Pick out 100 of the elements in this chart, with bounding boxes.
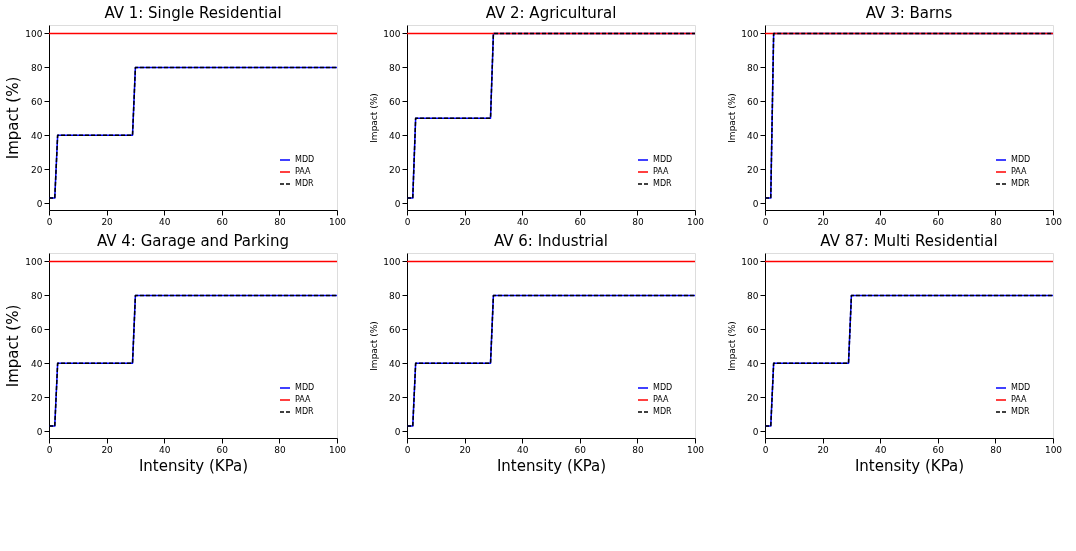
legend-label: MDD	[295, 383, 315, 392]
x-tick-label: 60	[216, 216, 229, 227]
y-tick-label: 80	[389, 62, 401, 73]
legend-label: PAA	[1011, 167, 1028, 176]
y-tick-label: 20	[31, 164, 43, 175]
x-tick-label: 100	[686, 444, 705, 455]
y-tick-label: 60	[389, 96, 401, 107]
x-tick-label: 40	[158, 444, 171, 455]
y-tick-label: 20	[389, 392, 401, 403]
legend-label: MDR	[1011, 179, 1031, 188]
legend-label: MDD	[653, 383, 673, 392]
x-tick-label: 40	[516, 216, 529, 227]
y-tick-label: 80	[31, 290, 43, 301]
y-tick-label: 60	[389, 324, 401, 335]
y-axis-title: Impact (%)	[4, 304, 23, 388]
x-tick-label: 20	[817, 216, 830, 227]
x-tick-label: 100	[686, 216, 705, 227]
y-axis-title: Impact (%)	[727, 321, 738, 371]
x-tick-label: 40	[516, 444, 529, 455]
y-tick-label: 0	[394, 426, 401, 437]
y-tick-label: 40	[31, 358, 43, 369]
x-axis-title: Intensity (KPa)	[138, 456, 249, 475]
x-tick-label: 40	[874, 216, 887, 227]
legend-label: MDR	[295, 407, 315, 416]
legend-label: MDR	[653, 179, 673, 188]
x-tick-label: 20	[101, 216, 114, 227]
legend-label: MDR	[295, 179, 315, 188]
y-tick-label: 60	[31, 324, 43, 335]
x-tick-label: 60	[574, 216, 587, 227]
y-tick-label: 40	[747, 358, 759, 369]
x-tick-label: 40	[158, 216, 171, 227]
x-axis-title: Intensity (KPa)	[854, 456, 965, 475]
legend-label: MDD	[295, 155, 315, 164]
legend-label: MDR	[653, 407, 673, 416]
x-tick-label: 0	[46, 216, 53, 227]
x-tick-label: 0	[762, 444, 769, 455]
y-tick-label: 0	[752, 426, 759, 437]
y-axis-title: Impact (%)	[4, 76, 23, 160]
y-tick-label: 100	[383, 28, 401, 39]
x-tick-label: 20	[459, 444, 472, 455]
y-tick-label: 0	[36, 198, 43, 209]
chart-title: AV 2: Agricultural	[485, 4, 617, 22]
y-tick-label: 0	[36, 426, 43, 437]
x-tick-label: 80	[990, 444, 1002, 455]
x-tick-label: 0	[404, 444, 411, 455]
y-axis-title: Impact (%)	[369, 93, 380, 143]
x-tick-label: 0	[46, 444, 53, 455]
legend-label: MDD	[653, 155, 673, 164]
x-tick-label: 100	[1044, 216, 1063, 227]
x-tick-label: 80	[274, 444, 286, 455]
chart-title: AV 3: Barns	[865, 4, 953, 22]
y-axis-title: Impact (%)	[727, 93, 738, 143]
x-tick-label: 100	[328, 216, 347, 227]
y-tick-label: 60	[747, 96, 759, 107]
x-tick-label: 20	[459, 216, 472, 227]
x-tick-label: 40	[874, 444, 887, 455]
y-tick-label: 80	[747, 62, 759, 73]
legend-label: MDD	[1011, 383, 1031, 392]
chart-title: AV 87: Multi Residential	[820, 232, 998, 250]
chart-title: AV 1: Single Residential	[104, 4, 282, 22]
y-tick-label: 40	[389, 130, 401, 141]
y-tick-label: 100	[383, 256, 401, 267]
y-tick-label: 0	[394, 198, 401, 209]
chart-title: AV 6: Industrial	[493, 232, 609, 250]
legend-label: PAA	[653, 167, 670, 176]
y-tick-label: 100	[741, 256, 759, 267]
x-tick-label: 20	[817, 444, 830, 455]
y-tick-label: 20	[747, 164, 759, 175]
x-tick-label: 100	[328, 444, 347, 455]
x-axis-title: Intensity (KPa)	[496, 456, 607, 475]
x-tick-label: 60	[932, 444, 945, 455]
legend-label: PAA	[295, 167, 312, 176]
y-tick-label: 20	[747, 392, 759, 403]
x-tick-label: 0	[404, 216, 411, 227]
legend-label: PAA	[653, 395, 670, 404]
legend-label: PAA	[1011, 395, 1028, 404]
y-tick-label: 20	[31, 392, 43, 403]
y-tick-label: 60	[747, 324, 759, 335]
x-tick-label: 60	[932, 216, 945, 227]
x-tick-label: 100	[1044, 444, 1063, 455]
legend-label: MDD	[1011, 155, 1031, 164]
x-tick-label: 80	[632, 444, 644, 455]
x-tick-label: 0	[762, 216, 769, 227]
x-tick-label: 80	[274, 216, 286, 227]
y-tick-label: 60	[31, 96, 43, 107]
x-tick-label: 60	[574, 444, 587, 455]
y-tick-label: 80	[389, 290, 401, 301]
y-tick-label: 40	[31, 130, 43, 141]
y-tick-label: 100	[25, 256, 43, 267]
legend-label: PAA	[295, 395, 312, 404]
x-tick-label: 20	[101, 444, 114, 455]
x-tick-label: 80	[632, 216, 644, 227]
y-tick-label: 100	[741, 28, 759, 39]
y-tick-label: 80	[747, 290, 759, 301]
x-tick-label: 60	[216, 444, 229, 455]
y-tick-label: 20	[389, 164, 401, 175]
y-tick-label: 0	[752, 198, 759, 209]
x-tick-label: 80	[990, 216, 1002, 227]
y-tick-label: 40	[747, 130, 759, 141]
y-tick-label: 100	[25, 28, 43, 39]
